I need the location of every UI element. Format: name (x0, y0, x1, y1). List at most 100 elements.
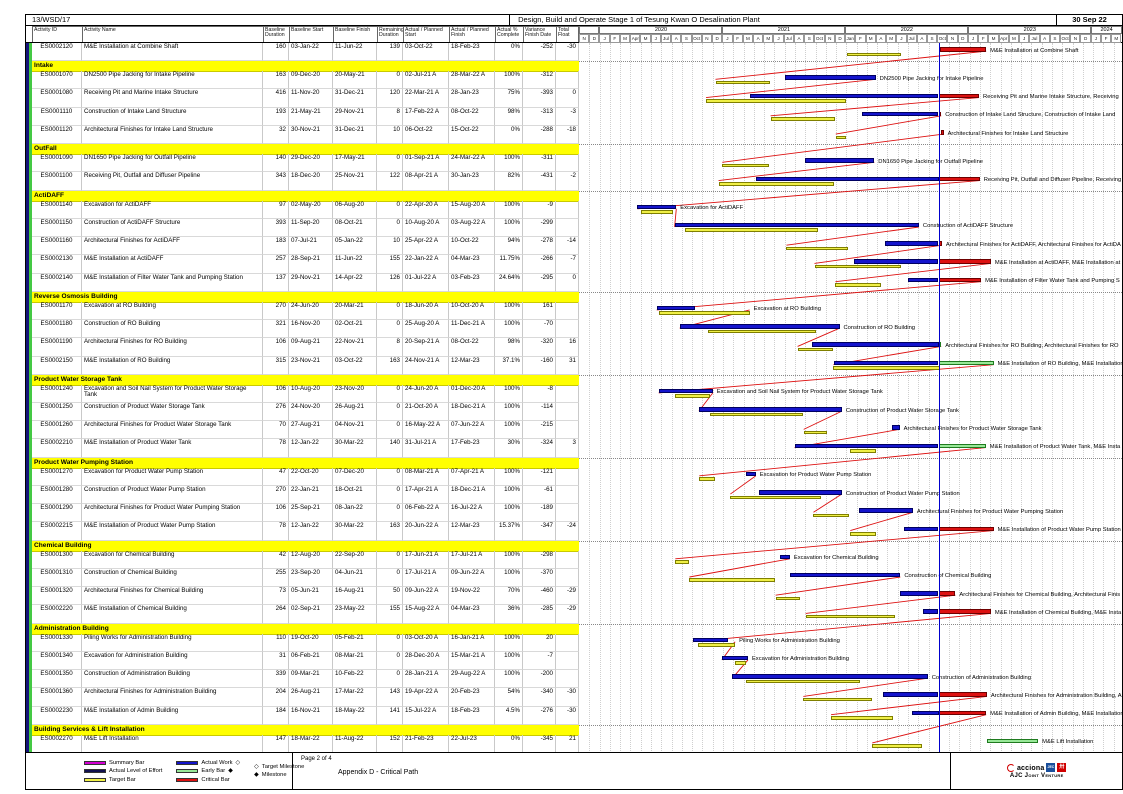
table-cells: ES0001320 Architectural Finishes for Chem… (26, 587, 579, 606)
table-cells: ES0002130 M&E Installation at ActiDAFF 257… (26, 255, 579, 274)
legend-label: Early Bar (201, 768, 226, 774)
column-header: Baseline Duration (263, 26, 289, 42)
section-band-cell: Chemical Building (26, 540, 579, 552)
gantt-bar-label: Construction of Product Water Storage Ta… (845, 407, 959, 414)
table-cell: -215 (523, 421, 556, 440)
actual-work-bar (833, 360, 939, 366)
table-cell: 06-Feb-21 (289, 651, 333, 671)
table-cell: -288 (523, 125, 556, 145)
legend-swatch-icon (84, 769, 106, 773)
table-cell: 03-Aug-22 A (449, 218, 495, 238)
table-row: ES0001140 Excavation for ActiDAFF 97 02-May… (26, 200, 1122, 219)
section-title: OutFall (32, 144, 579, 156)
table-cell: 17-Feb-22 A (403, 107, 449, 126)
table-row: ES0002130 M&E Installation at ActiDAFF 257… (26, 255, 1122, 274)
table-cell: 0 (377, 651, 403, 671)
gantt-row: M&E Installation of Product Water Pump S… (579, 522, 1122, 540)
legend-item: Actual Work ◇ (176, 760, 240, 766)
target-bar (831, 716, 893, 720)
legend-swatch-icon (84, 777, 106, 782)
table-cell: ES0002130 (32, 255, 82, 274)
table-cell: 03-Feb-23 (449, 273, 495, 292)
table-cell: 122 (377, 172, 403, 191)
gantt-row: Architectural Finishes for Intake Land S… (579, 126, 1122, 144)
table-cell: 12-Aug-20 (289, 550, 333, 569)
table-cells: ES0002210 M&E Installation of Product Wat… (26, 439, 579, 458)
month-gridline (764, 43, 766, 752)
table-cell: -285 (523, 605, 556, 624)
table-cell: 126 (377, 273, 403, 292)
table-cell: ES0001320 (32, 587, 82, 606)
table-cell: 04-Jun-21 (333, 568, 377, 588)
table-cell: 16-Jul-22 A (449, 504, 495, 523)
table-cell: 0 (377, 568, 403, 588)
actual-work-bar (745, 471, 756, 477)
gantt-bar-label: Construction of Product Water Pump Stati… (845, 490, 960, 497)
table-cell: 204 (263, 688, 289, 707)
table-cell: 183 (263, 237, 289, 256)
table-cell: -299 (523, 218, 556, 238)
critical-path-line (637, 180, 980, 210)
table-cell: 257 (263, 255, 289, 274)
table-cell: 21-Oct-20 A (403, 402, 449, 422)
month-gridline (908, 43, 910, 752)
section-row: Building Services & Lift Installation (26, 724, 1122, 736)
table-cell: 16-Jan-21 A (449, 633, 495, 652)
table-cells: ES0001120 Architectural Finishes for Inta… (26, 125, 579, 145)
critical-path-line (803, 410, 843, 430)
table-cell: 160 (263, 43, 289, 62)
table-cell: 163 (377, 522, 403, 541)
column-header: Variance Finish Date (523, 26, 556, 42)
gantt-row: Excavation for Chemical Building (579, 551, 1122, 569)
table-row: ES0001310 Construction of Chemical Buildi… (26, 568, 1122, 588)
timeline-month-cell: M (763, 34, 774, 43)
timeline-month-cell: Oct (691, 34, 702, 43)
table-cell: 106 (263, 504, 289, 523)
timeline-month-cell: Oct (814, 34, 825, 43)
table-cell: 30-Mar-22 (333, 522, 377, 541)
month-gridline (815, 43, 817, 752)
early-bar (938, 360, 994, 366)
table-cells: ES0002120 M&E Installation at Combine Sha… (26, 43, 579, 62)
timeline-month-cell: J (967, 34, 979, 43)
table-cell: ES0001310 (32, 568, 82, 588)
table-cell: 07-Jun-22 A (449, 421, 495, 440)
table-cell: 28-Mar-22 A (449, 71, 495, 90)
joint-venture-logo: acciona JEC 卅 AJC Joint Venture (951, 753, 1122, 789)
critical-path-line (835, 115, 942, 135)
legend-item: Target Bar (84, 777, 162, 783)
legend-label: Critical Bar (201, 776, 230, 783)
target-bar (847, 52, 901, 57)
section-band-cell: Reverse Osmosis Building (26, 291, 579, 303)
legend: Summary Bar Actual Level of Effort Target … (26, 753, 304, 789)
table-row: ES0001180 Construction of RO Building 321 1… (26, 320, 1122, 339)
table-cell: 08-Oct-22 (449, 107, 495, 126)
timeline-month-cell: M (1008, 34, 1020, 43)
table-cell: 0 (377, 384, 403, 403)
table-cells: ES0002215 M&E Installation of Product Wat… (26, 522, 579, 541)
table-cell: 393 (263, 218, 289, 238)
table-cell: 17-Apr-21 A (403, 485, 449, 505)
timeline-month-cell: Jul (660, 34, 672, 43)
table-cells: ES0002230 M&E Installation of Admin Build… (26, 706, 579, 725)
table-cell: Construction of ActiDAFF Structure (82, 218, 263, 238)
section-band-cell: Product Water Storage Tank (26, 374, 579, 386)
table-cell: ES0002220 (32, 605, 82, 624)
month-gridline (1010, 43, 1012, 752)
legend-label: Milestone (261, 772, 287, 779)
legend-swatch-icon (176, 760, 199, 765)
gantt-row: Excavation for Product Water Pump Statio… (579, 468, 1122, 486)
gantt-bar-label: Receiving Pit and Marine Intake Structur… (983, 94, 1119, 101)
critical-path-line (850, 511, 913, 531)
table-cell: 07-Jul-21 (289, 237, 333, 256)
table-cell: 26-Aug-21 (333, 402, 377, 422)
table-row: ES0001360 Architectural Finishes for Admi… (26, 688, 1122, 707)
table-cell: 15-Aug-20 A (449, 200, 495, 219)
table-cell: Architectural Finishes for Intake Land S… (82, 125, 263, 145)
table-cell: 08-Jan-22 (333, 504, 377, 523)
table-row: ES0001300 Excavation for Chemical Buildin… (26, 550, 1122, 569)
table-cell: 10-Aug-20 A (403, 218, 449, 238)
table-row: ES0001320 Architectural Finishes for Chem… (26, 587, 1122, 606)
table-row: ES0001080 Receiving Pit and Marine Intake… (26, 89, 1122, 108)
table-cells: ES0001330 Piling Works for Administration… (26, 633, 579, 652)
